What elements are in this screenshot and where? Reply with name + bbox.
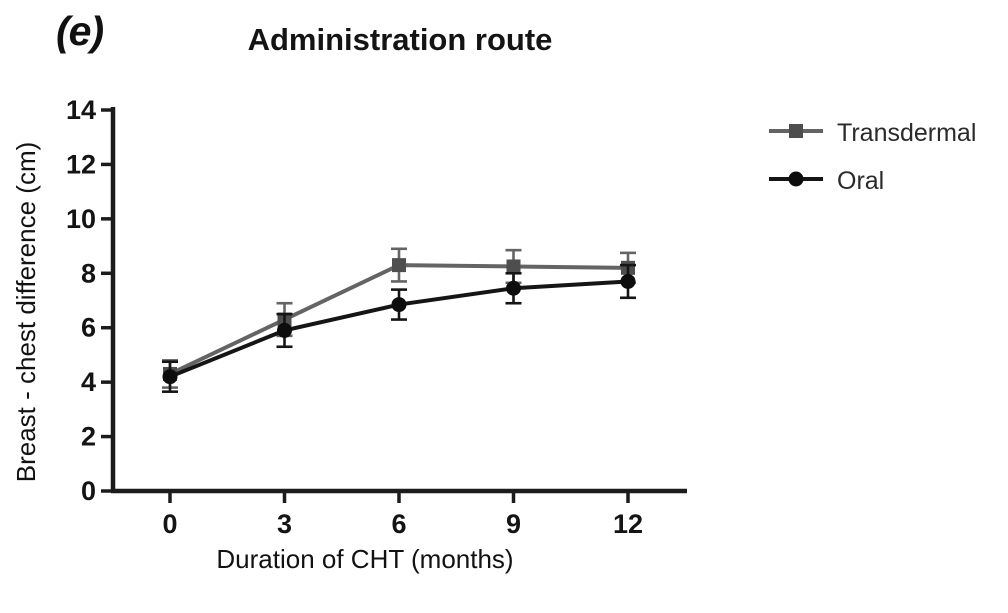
oral-marker bbox=[506, 280, 521, 296]
legend: Transdermal Oral bbox=[768, 118, 976, 197]
y-tick-label: 14 bbox=[66, 95, 96, 125]
y-tick-label: 0 bbox=[81, 476, 96, 506]
x-tick-label: 6 bbox=[391, 509, 406, 539]
y-tick-label: 6 bbox=[81, 313, 96, 343]
x-tick-label: 3 bbox=[277, 509, 292, 539]
y-tick-label: 2 bbox=[81, 422, 96, 452]
transdermal-marker bbox=[506, 259, 521, 274]
oral-marker bbox=[391, 297, 407, 313]
oral-legend-marker-icon bbox=[768, 166, 824, 197]
y-tick-label: 12 bbox=[66, 149, 96, 179]
transdermal-legend-marker-icon bbox=[768, 118, 824, 149]
transdermal-marker bbox=[392, 258, 406, 273]
y-axis-label: Breast - chest difference (cm) bbox=[11, 141, 41, 483]
legend-item-transdermal: Transdermal bbox=[768, 118, 976, 149]
x-axis-label: Duration of CHT (months) bbox=[216, 544, 514, 574]
legend-item-oral: Oral bbox=[768, 166, 976, 197]
y-tick-label: 8 bbox=[81, 258, 96, 288]
oral-marker bbox=[620, 273, 636, 289]
legend-label: Oral bbox=[837, 167, 885, 195]
panel-label: (e) bbox=[56, 8, 104, 54]
y-tick-label: 4 bbox=[81, 367, 96, 397]
oral-marker bbox=[162, 369, 178, 385]
x-tick-label: 0 bbox=[162, 509, 177, 539]
x-tick-label: 9 bbox=[506, 509, 521, 539]
oral-marker bbox=[277, 322, 292, 338]
y-tick-label: 10 bbox=[66, 204, 96, 234]
legend-label: Transdermal bbox=[837, 119, 977, 147]
chart-title: Administration route bbox=[247, 22, 553, 57]
x-tick-label: 12 bbox=[613, 509, 643, 539]
